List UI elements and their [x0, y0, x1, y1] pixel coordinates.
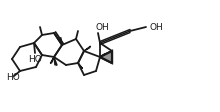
Polygon shape: [50, 57, 54, 64]
Polygon shape: [54, 57, 57, 66]
Text: OH: OH: [95, 23, 109, 32]
Polygon shape: [84, 47, 91, 52]
Polygon shape: [78, 63, 82, 69]
Text: HO: HO: [28, 55, 42, 64]
Polygon shape: [100, 52, 112, 63]
Text: OH: OH: [150, 23, 164, 32]
Text: HO: HO: [6, 72, 20, 81]
